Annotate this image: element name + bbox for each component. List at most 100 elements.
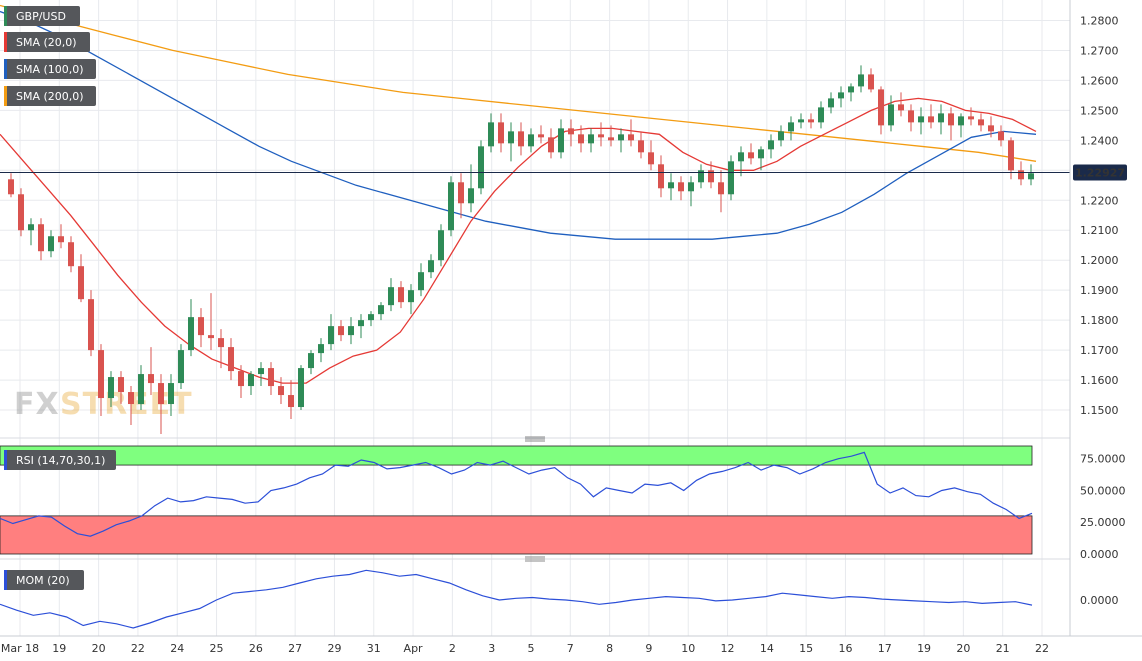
legend-symbol-text: GBP/USD bbox=[16, 10, 66, 23]
price-tick-label: 1.2400 bbox=[1080, 134, 1119, 147]
date-tick-label: 14 bbox=[760, 642, 774, 655]
candle bbox=[958, 113, 964, 138]
legend-sma20[interactable]: SMA (20,0) bbox=[4, 32, 90, 52]
candle bbox=[808, 113, 814, 129]
candle bbox=[98, 344, 104, 417]
candle-body bbox=[608, 137, 614, 141]
candle-body bbox=[328, 326, 334, 345]
sma-200-path bbox=[0, 4, 1037, 162]
candle-body bbox=[948, 113, 954, 126]
legend-mom[interactable]: MOM (20) bbox=[4, 570, 84, 590]
candle bbox=[488, 113, 494, 153]
candle bbox=[428, 254, 434, 279]
candle bbox=[648, 140, 654, 171]
price-pane[interactable] bbox=[0, 0, 1070, 436]
date-tick-label: 16 bbox=[838, 642, 852, 655]
legend-sma20-text: SMA (20,0) bbox=[16, 36, 77, 49]
candle bbox=[978, 113, 984, 132]
candle bbox=[178, 344, 184, 390]
candle bbox=[438, 224, 444, 267]
candle bbox=[548, 128, 554, 159]
candle-body bbox=[708, 170, 714, 183]
date-tick-label: 22 bbox=[1035, 642, 1049, 655]
candle bbox=[998, 125, 1004, 147]
legend-rsi-text: RSI (14,70,30,1) bbox=[16, 454, 105, 467]
legend-sma200[interactable]: SMA (200,0) bbox=[4, 86, 96, 106]
mom-line bbox=[0, 569, 1033, 629]
date-tick-label: 19 bbox=[917, 642, 931, 655]
candle bbox=[698, 164, 704, 189]
candle bbox=[258, 362, 264, 387]
date-tick-label: 31 bbox=[367, 642, 381, 655]
rsi-path bbox=[0, 451, 1033, 537]
candle-body bbox=[748, 152, 754, 159]
candle-body bbox=[318, 344, 324, 354]
candle-body bbox=[808, 119, 814, 123]
legend-rsi[interactable]: RSI (14,70,30,1) bbox=[4, 450, 116, 470]
candle-body bbox=[678, 182, 684, 192]
candle-body bbox=[478, 146, 484, 189]
candle-body bbox=[558, 128, 564, 153]
date-tick-label: 8 bbox=[606, 642, 613, 655]
sma-20-path bbox=[0, 97, 1037, 384]
legend-sma100[interactable]: SMA (100,0) bbox=[4, 59, 96, 79]
candle-body bbox=[938, 113, 944, 123]
candle-body bbox=[598, 134, 604, 138]
candle bbox=[668, 173, 674, 201]
candle-body bbox=[768, 140, 774, 150]
candle bbox=[368, 311, 374, 327]
date-tick-label: 20 bbox=[956, 642, 970, 655]
candle bbox=[38, 218, 44, 261]
legend-symbol[interactable]: GBP/USD bbox=[4, 6, 80, 26]
candle bbox=[208, 293, 214, 351]
mom-tick-label: 0.0000 bbox=[1080, 594, 1119, 607]
candle bbox=[138, 365, 144, 411]
candle-body bbox=[698, 170, 704, 183]
candle-body bbox=[888, 104, 894, 126]
candle-body bbox=[388, 287, 394, 306]
candle-body bbox=[58, 236, 64, 243]
sma-100-line bbox=[0, 10, 1037, 240]
rsi-tick-label: 50.0000 bbox=[1080, 484, 1126, 497]
pane-divider-1[interactable] bbox=[0, 436, 1070, 442]
candle bbox=[198, 308, 204, 348]
candle bbox=[758, 146, 764, 171]
date-tick-label: 29 bbox=[327, 642, 341, 655]
date-tick-label: 12 bbox=[721, 642, 735, 655]
candle bbox=[568, 119, 574, 147]
candle bbox=[448, 176, 454, 237]
date-tick-label: 5 bbox=[528, 642, 535, 655]
candle bbox=[338, 320, 344, 342]
candle-body bbox=[228, 347, 234, 372]
candle bbox=[908, 104, 914, 132]
date-tick-label: 21 bbox=[996, 642, 1010, 655]
candle-body bbox=[18, 194, 24, 231]
candle bbox=[658, 155, 664, 198]
date-axis: Mar 18 19 20 22 24 25 26 27 29 31 Apr 2 3 5 7 8 9 10 12 14 1… bbox=[1, 642, 1049, 655]
candle bbox=[328, 314, 334, 351]
candle-body bbox=[218, 338, 224, 348]
candle bbox=[738, 146, 744, 177]
candle bbox=[88, 290, 94, 357]
candle bbox=[798, 113, 804, 129]
candle-body bbox=[148, 374, 154, 384]
date-tick-label: Apr bbox=[404, 642, 424, 655]
candle-body bbox=[258, 368, 264, 375]
candle-body bbox=[178, 350, 184, 384]
candle bbox=[158, 374, 164, 434]
candle-body bbox=[968, 116, 974, 120]
candle-body bbox=[658, 164, 664, 189]
pane-divider-2[interactable] bbox=[0, 556, 1070, 562]
candle-body bbox=[268, 368, 274, 387]
candle bbox=[378, 302, 384, 321]
date-tick-label: 25 bbox=[210, 642, 224, 655]
candle-body bbox=[578, 134, 584, 144]
candle-body bbox=[848, 86, 854, 93]
candle-body bbox=[838, 92, 844, 99]
candle bbox=[308, 350, 314, 375]
candle-body bbox=[158, 383, 164, 405]
candle-body bbox=[28, 224, 34, 231]
candle-body bbox=[518, 131, 524, 147]
candle bbox=[48, 230, 54, 258]
